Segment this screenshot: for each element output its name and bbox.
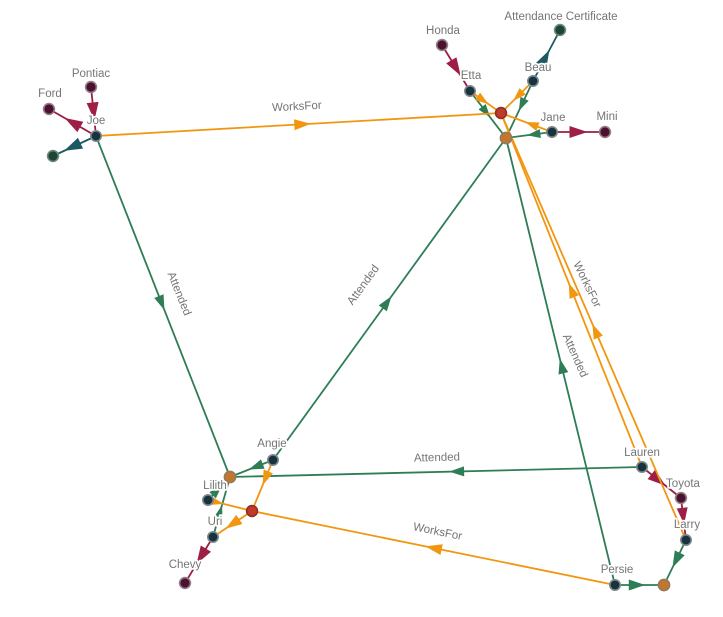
node-label-pontiac: Pontiac bbox=[72, 68, 111, 80]
node-etta[interactable] bbox=[463, 85, 476, 98]
arrowhead-joe-event2 bbox=[154, 294, 165, 311]
node-beau[interactable] bbox=[526, 75, 539, 88]
arrowhead-lilith-event2 bbox=[209, 485, 222, 499]
edge-label-angie-event1: Attended bbox=[345, 263, 382, 307]
node-cert1[interactable] bbox=[46, 149, 60, 163]
node-label-toyota: Toyota bbox=[666, 478, 700, 490]
arrowhead-lauren-event2 bbox=[449, 466, 465, 477]
arrowhead-angie-event2 bbox=[248, 459, 265, 470]
node-company2[interactable] bbox=[245, 504, 259, 518]
arrowhead-beau-cert2 bbox=[535, 50, 550, 69]
node-company1[interactable] bbox=[494, 106, 508, 120]
node-lauren[interactable] bbox=[635, 460, 648, 473]
node-larry[interactable] bbox=[679, 533, 692, 546]
arrowhead-lauren-company1 bbox=[568, 283, 579, 299]
arrowhead-etta-event1 bbox=[478, 104, 491, 118]
node-label-chevy: Chevy bbox=[169, 559, 202, 571]
node-label-persie: Persie bbox=[601, 564, 634, 576]
node-label-lilith: Lilith bbox=[203, 480, 227, 492]
node-cert2[interactable] bbox=[553, 23, 567, 37]
edge-label-lauren-event2: Attended bbox=[414, 451, 460, 464]
edge-label-joe-event2: Attended bbox=[165, 270, 193, 317]
arrowhead-toyota-larry bbox=[676, 507, 688, 525]
node-label-cert2: Attendance Certificate bbox=[504, 11, 617, 23]
node-label-jane: Jane bbox=[541, 112, 566, 124]
arrowhead-etta-company1 bbox=[474, 92, 489, 105]
arrowhead-beau-event1 bbox=[518, 96, 529, 112]
arrowhead-persie-event3 bbox=[628, 579, 646, 591]
node-angie[interactable] bbox=[266, 453, 279, 466]
arrowhead-pontiac-joe bbox=[86, 101, 99, 121]
node-joe[interactable] bbox=[90, 130, 103, 143]
arrowhead-joe-company1 bbox=[294, 119, 311, 131]
node-chevy[interactable] bbox=[178, 576, 192, 590]
arrowhead-beau-company1 bbox=[513, 88, 526, 101]
node-label-mini: Mini bbox=[596, 111, 617, 123]
node-label-uri: Uri bbox=[208, 516, 223, 528]
node-uri[interactable] bbox=[207, 530, 220, 543]
node-honda[interactable] bbox=[435, 38, 449, 52]
arrowhead-joe-ford bbox=[64, 118, 84, 133]
node-label-ford: Ford bbox=[38, 88, 62, 100]
arrowhead-angie-company2 bbox=[262, 469, 273, 486]
edge-label-joe-company1: WorksFor bbox=[272, 100, 322, 115]
node-label-etta: Etta bbox=[461, 70, 482, 82]
arrowhead-uri-event2 bbox=[213, 505, 223, 520]
arrowhead-company2-uri bbox=[225, 514, 243, 529]
edge-angie-company2 bbox=[251, 459, 274, 512]
node-label-beau: Beau bbox=[525, 62, 552, 74]
arrowhead-larry-event3 bbox=[672, 550, 685, 568]
node-ford[interactable] bbox=[42, 102, 56, 116]
edge-label-persie-company2: WorksFor bbox=[412, 521, 463, 543]
arrowhead-lilith-company2 bbox=[210, 497, 224, 505]
node-mini[interactable] bbox=[598, 125, 612, 139]
node-label-joe: Joe bbox=[87, 115, 106, 127]
node-pontiac[interactable] bbox=[84, 80, 98, 94]
node-event1[interactable] bbox=[499, 131, 513, 145]
node-event3[interactable] bbox=[657, 578, 671, 592]
node-label-honda: Honda bbox=[426, 25, 460, 37]
node-persie[interactable] bbox=[608, 578, 621, 591]
node-label-lauren: Lauren bbox=[624, 447, 660, 459]
arrowhead-uri-chevy bbox=[196, 545, 212, 565]
node-jane[interactable] bbox=[545, 126, 558, 139]
node-lilith[interactable] bbox=[202, 493, 215, 506]
node-label-angie: Angie bbox=[257, 438, 286, 450]
node-toyota[interactable] bbox=[674, 491, 688, 505]
arrowhead-joe-cert1 bbox=[64, 137, 84, 151]
edge-lauren-event2 bbox=[229, 466, 643, 478]
arrowhead-jane-event1 bbox=[526, 129, 541, 138]
arrowhead-honda-etta bbox=[446, 57, 461, 76]
arrowhead-angie-event1 bbox=[378, 296, 392, 312]
arrowhead-jane-mini bbox=[569, 126, 588, 138]
arrowhead-jane-company1 bbox=[525, 122, 540, 131]
arrowhead-larry-company1 bbox=[592, 323, 603, 340]
node-event2[interactable] bbox=[223, 470, 237, 484]
arrowhead-persie-event1 bbox=[558, 358, 569, 375]
node-label-larry: Larry bbox=[674, 519, 700, 531]
arrowhead-persie-company2 bbox=[425, 544, 443, 556]
